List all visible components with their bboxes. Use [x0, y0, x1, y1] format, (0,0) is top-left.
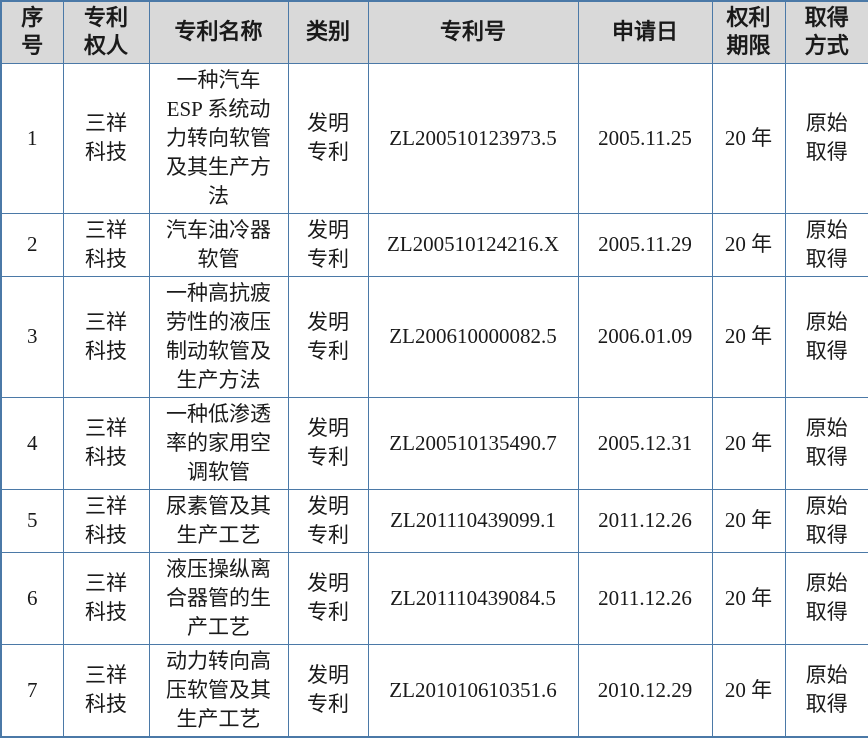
cell-patent-number: ZL201110439099.1: [367, 488, 579, 553]
cell-application-date: 2010.12.29: [577, 643, 713, 737]
cell-rights-term: 20 年: [711, 62, 786, 214]
cell-serial-number: 1: [0, 62, 64, 214]
table-row-3: 3 三祥 科技 一种高抗疲 劳性的液压 制动软管及 生产方法 发明 专利 ZL2…: [0, 275, 868, 398]
cell-rights-term: 20 年: [711, 275, 786, 398]
cell-patent-name: 尿素管及其 生产工艺: [148, 488, 289, 553]
cell-acquisition-method: 原始 取得: [784, 212, 868, 277]
cell-patent-owner: 三祥 科技: [62, 62, 150, 214]
cell-patent-name: 一种高抗疲 劳性的液压 制动软管及 生产方法: [148, 275, 289, 398]
cell-patent-owner: 三祥 科技: [62, 643, 150, 737]
cell-patent-owner: 三祥 科技: [62, 212, 150, 277]
cell-category: 发明 专利: [287, 396, 369, 490]
cell-category: 发明 专利: [287, 275, 369, 398]
cell-serial-number: 7: [0, 643, 64, 737]
header-row: 序 号 专利 权人 专利名称 类别 专利号 申请日 权利 期限 取得 方式: [0, 0, 868, 64]
cell-category: 发明 专利: [287, 212, 369, 277]
column-header-patent-number: 专利号: [367, 0, 579, 64]
table-row-7: 7 三祥 科技 动力转向高 压软管及其 生产工艺 发明 专利 ZL2010106…: [0, 643, 868, 737]
cell-patent-name: 一种低渗透 率的家用空 调软管: [148, 396, 289, 490]
column-header-rights-term: 权利 期限: [711, 0, 786, 64]
column-header-acquisition-method: 取得 方式: [784, 0, 868, 64]
cell-category: 发明 专利: [287, 488, 369, 553]
cell-acquisition-method: 原始 取得: [784, 551, 868, 645]
cell-category: 发明 专利: [287, 643, 369, 737]
column-header-application-date: 申请日: [577, 0, 713, 64]
cell-acquisition-method: 原始 取得: [784, 643, 868, 737]
cell-serial-number: 4: [0, 396, 64, 490]
cell-patent-number: ZL200610000082.5: [367, 275, 579, 398]
cell-patent-number: ZL200510124216.X: [367, 212, 579, 277]
cell-serial-number: 3: [0, 275, 64, 398]
cell-application-date: 2005.11.25: [577, 62, 713, 214]
cell-patent-name: 汽车油冷器 软管: [148, 212, 289, 277]
cell-application-date: 2005.12.31: [577, 396, 713, 490]
table-row-4: 4 三祥 科技 一种低渗透 率的家用空 调软管 发明 专利 ZL20051013…: [0, 396, 868, 490]
cell-serial-number: 2: [0, 212, 64, 277]
cell-acquisition-method: 原始 取得: [784, 62, 868, 214]
cell-patent-name: 一种汽车 ESP 系统动 力转向软管 及其生产方 法: [148, 62, 289, 214]
table-row-6: 6 三祥 科技 液压操纵离 合器管的生 产工艺 发明 专利 ZL20111043…: [0, 551, 868, 645]
cell-acquisition-method: 原始 取得: [784, 396, 868, 490]
column-header-patent-name: 专利名称: [148, 0, 289, 64]
cell-rights-term: 20 年: [711, 212, 786, 277]
table-row-5: 5 三祥 科技 尿素管及其 生产工艺 发明 专利 ZL201110439099.…: [0, 488, 868, 553]
cell-category: 发明 专利: [287, 551, 369, 645]
cell-patent-owner: 三祥 科技: [62, 551, 150, 645]
cell-acquisition-method: 原始 取得: [784, 488, 868, 553]
cell-patent-owner: 三祥 科技: [62, 488, 150, 553]
cell-patent-number: ZL200510123973.5: [367, 62, 579, 214]
table-row-1: 1 三祥 科技 一种汽车 ESP 系统动 力转向软管 及其生产方 法 发明 专利…: [0, 62, 868, 214]
cell-patent-number: ZL200510135490.7: [367, 396, 579, 490]
column-header-patent-owner: 专利 权人: [62, 0, 150, 64]
cell-serial-number: 5: [0, 488, 64, 553]
cell-serial-number: 6: [0, 551, 64, 645]
cell-patent-owner: 三祥 科技: [62, 396, 150, 490]
cell-rights-term: 20 年: [711, 643, 786, 737]
cell-rights-term: 20 年: [711, 488, 786, 553]
cell-patent-name: 动力转向高 压软管及其 生产工艺: [148, 643, 289, 737]
column-header-category: 类别: [287, 0, 369, 64]
cell-category: 发明 专利: [287, 62, 369, 214]
cell-rights-term: 20 年: [711, 551, 786, 645]
cell-application-date: 2005.11.29: [577, 212, 713, 277]
cell-patent-name: 液压操纵离 合器管的生 产工艺: [148, 551, 289, 645]
column-header-serial-number: 序 号: [0, 0, 64, 64]
cell-patent-number: ZL201010610351.6: [367, 643, 579, 737]
cell-application-date: 2006.01.09: [577, 275, 713, 398]
table-row-2: 2 三祥 科技 汽车油冷器 软管 发明 专利 ZL200510124216.X …: [0, 212, 868, 277]
cell-rights-term: 20 年: [711, 396, 786, 490]
cell-patent-owner: 三祥 科技: [62, 275, 150, 398]
cell-application-date: 2011.12.26: [577, 488, 713, 553]
cell-patent-number: ZL201110439084.5: [367, 551, 579, 645]
cell-application-date: 2011.12.26: [577, 551, 713, 645]
cell-acquisition-method: 原始 取得: [784, 275, 868, 398]
